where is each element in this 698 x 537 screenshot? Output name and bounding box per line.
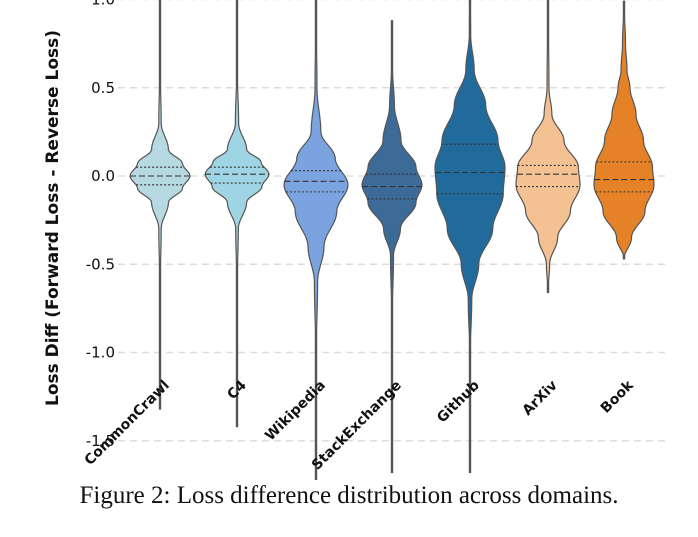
- violin-body: [129, 0, 191, 410]
- x-tick-label: CommonCrawl: [82, 378, 173, 469]
- figure-caption: Figure 2: Loss difference distribution a…: [79, 482, 619, 509]
- violin-book: [593, 0, 655, 260]
- violin-github: [434, 0, 506, 474]
- violin-commoncrawl: [129, 0, 191, 410]
- violin-c4: [204, 0, 270, 428]
- x-tick-label: Github: [434, 378, 483, 427]
- y-tick-label: -1.0: [86, 344, 115, 362]
- violin-body: [361, 20, 423, 474]
- y-tick-label: 0.5: [91, 79, 115, 97]
- violin-body: [515, 0, 581, 294]
- x-tick-label: C4: [224, 377, 250, 403]
- y-axis-label: Loss Diff (Forward Loss - Reverse Loss): [43, 30, 63, 406]
- violin-body: [434, 0, 506, 474]
- x-tick-label: ArXiv: [519, 378, 560, 419]
- violin-body: [204, 0, 270, 428]
- violin-body: [283, 0, 349, 480]
- violin-arxiv: [515, 0, 581, 294]
- x-tick-label: Book: [598, 377, 638, 417]
- y-tick-label: -1.5: [86, 432, 115, 450]
- violin-stackexchange: [361, 20, 423, 474]
- violin-body: [593, 0, 655, 260]
- violins: [129, 0, 655, 480]
- violin-wikipedia: [283, 0, 349, 480]
- y-tick-label: 1.0: [91, 0, 115, 9]
- y-tick-label: -0.5: [86, 255, 115, 273]
- y-tick-label: 0.0: [91, 167, 115, 185]
- y-tick-labels: 1.51.00.50.0-0.5-1.0-1.5-2.0: [86, 0, 115, 450]
- x-tick-label: Wikipedia: [262, 378, 329, 445]
- violin-chart: 1.51.00.50.0-0.5-1.0-1.5-2.0 CommonCrawl…: [43, 0, 668, 480]
